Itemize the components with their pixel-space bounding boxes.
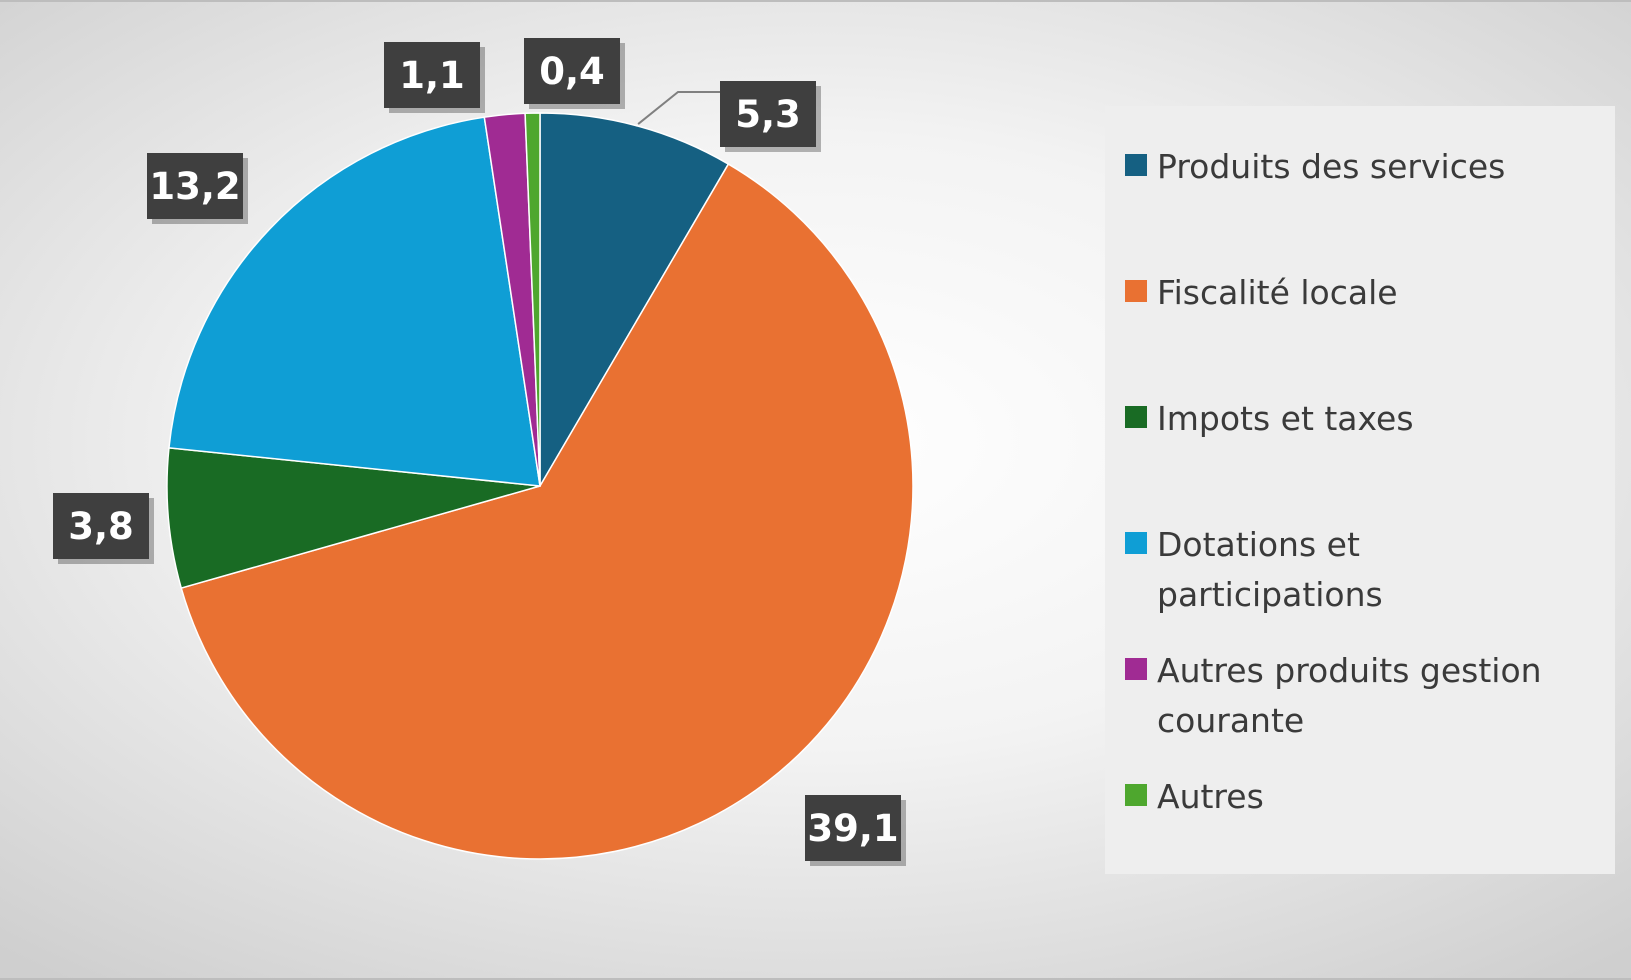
leader-lines — [637, 91, 720, 125]
legend-label: Autres produits gestion courante — [1157, 651, 1542, 740]
pie-slice-dotations-et-participations — [168, 116, 541, 487]
legend-label: Produits des services — [1157, 147, 1506, 186]
legend-item-fiscalite-locale: Fiscalité locale — [1125, 268, 1595, 318]
legend-swatch — [1125, 658, 1147, 680]
pie-slice-produits-des-services — [539, 112, 730, 489]
data-label-text: 0,4 — [539, 50, 605, 93]
data-label-text: 13,2 — [149, 165, 240, 208]
legend-item-autres: Autres — [1125, 772, 1595, 822]
pie-slice-impots-et-taxes — [166, 447, 541, 590]
legend-item-dotations-et-participations: Dotations et participations — [1125, 520, 1595, 620]
data-label-box — [53, 493, 149, 559]
data-label-text: 3,8 — [68, 505, 134, 548]
data-label-box — [805, 795, 901, 861]
legend-item-autres-produits-gestion-courante: Autres produits gestion courante — [1125, 646, 1595, 746]
data-labels: 5,3 39,1 3,8 13,2 1,1 0,4 — [53, 38, 906, 866]
data-label-text: 1,1 — [399, 54, 465, 97]
pie-slice-autres — [524, 112, 541, 487]
pie-slices — [166, 112, 914, 860]
legend-swatch — [1125, 784, 1147, 806]
pie-slice-fiscalite-locale — [180, 163, 914, 860]
leader-line — [637, 91, 720, 125]
data-label-box — [524, 38, 620, 104]
legend-label: Autres — [1157, 777, 1264, 816]
legend-swatch — [1125, 406, 1147, 428]
data-label-dotations-et-participations: 13,2 — [147, 153, 248, 224]
data-label-autres: 0,4 — [524, 38, 625, 109]
legend-label: Fiscalité locale — [1157, 273, 1398, 312]
legend-label: Impots et taxes — [1157, 399, 1414, 438]
legend-label: Dotations et participations — [1157, 525, 1383, 614]
data-label-autres-produits-gestion-courante: 1,1 — [384, 42, 485, 113]
data-label-impots-et-taxes: 3,8 — [53, 493, 154, 564]
data-label-text: 5,3 — [735, 93, 801, 136]
legend-item-produits-des-services: Produits des services — [1125, 142, 1595, 192]
data-label-box — [720, 81, 816, 147]
data-label-box — [384, 42, 480, 108]
data-label-produits-des-services: 5,3 — [720, 81, 821, 152]
data-label-text: 39,1 — [807, 807, 898, 850]
data-label-box — [147, 153, 243, 219]
legend: Produits des services Fiscalité locale I… — [1105, 106, 1615, 874]
legend-swatch — [1125, 154, 1147, 176]
legend-item-impots-et-taxes: Impots et taxes — [1125, 394, 1595, 444]
legend-swatch — [1125, 280, 1147, 302]
legend-swatch — [1125, 532, 1147, 554]
data-label-fiscalite-locale: 39,1 — [805, 795, 906, 866]
